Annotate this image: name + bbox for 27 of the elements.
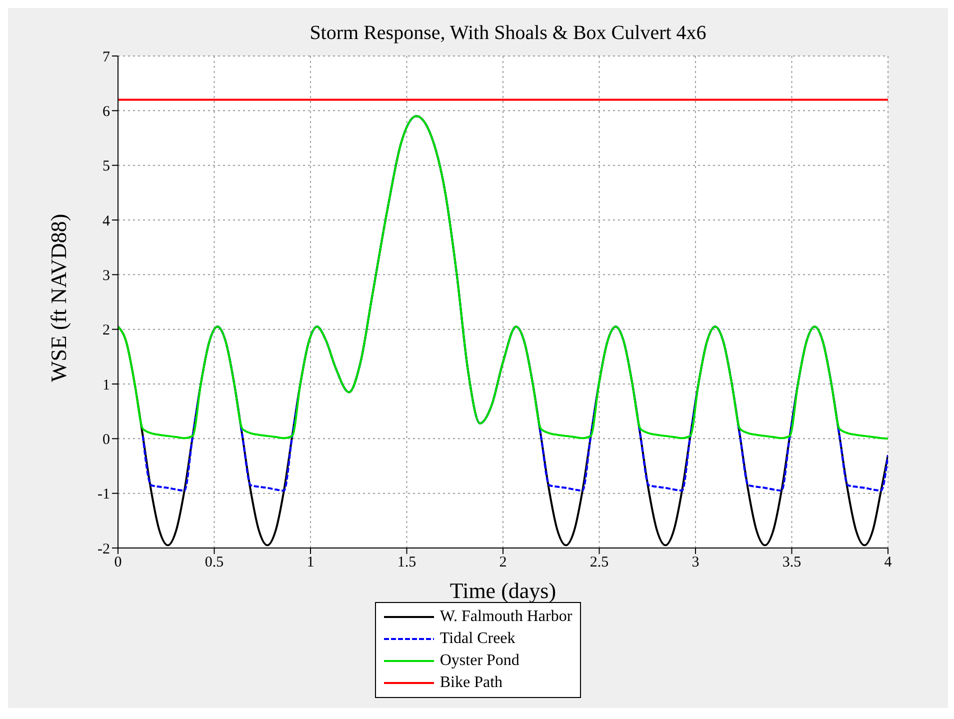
y-tick-label: -2 xyxy=(98,541,110,558)
legend-label: Oyster Pond xyxy=(440,652,520,670)
x-tick-label: 0 xyxy=(114,554,122,571)
x-axis-title: Time (days) xyxy=(450,578,556,603)
y-axis-title: WSE (ft NAVD88) xyxy=(46,214,71,382)
y-tick-label: 0 xyxy=(102,432,110,448)
x-tick-label: 2 xyxy=(499,554,507,571)
x-tick-label: 0.5 xyxy=(204,554,224,571)
x-tick-label: 2.5 xyxy=(590,554,609,571)
x-tick-label: 3 xyxy=(692,554,700,571)
legend-label: Tidal Creek xyxy=(440,630,516,648)
y-tick-label: 3 xyxy=(102,268,110,284)
legend-label: W. Falmouth Harbor xyxy=(440,608,572,626)
x-tick-label: 1.5 xyxy=(397,554,416,571)
legend-label: Bike Path xyxy=(440,674,503,692)
x-tick-label: 4 xyxy=(884,554,892,571)
x-tick-label: 1 xyxy=(306,554,314,571)
y-tick-label: 7 xyxy=(102,49,110,66)
chart-title: Storm Response, With Shoals & Box Culvert 4x6 xyxy=(308,22,708,45)
y-tick-label: 2 xyxy=(102,322,110,339)
y-tick-label: -1 xyxy=(98,486,110,503)
y-tick-label: 4 xyxy=(102,213,110,230)
y-tick-label: 1 xyxy=(102,377,110,394)
line-series xyxy=(118,115,888,440)
y-tick-label: 5 xyxy=(102,158,110,175)
y-tick-label: 6 xyxy=(102,104,110,120)
x-tick-label: 3.5 xyxy=(782,554,802,571)
